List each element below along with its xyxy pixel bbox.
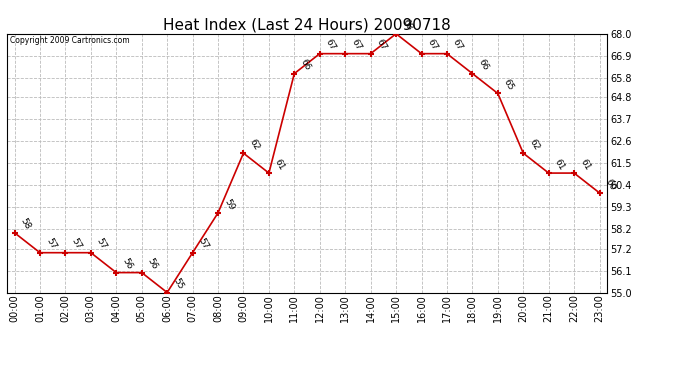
Text: 66: 66 <box>299 58 312 72</box>
Text: Copyright 2009 Cartronics.com: Copyright 2009 Cartronics.com <box>10 36 130 45</box>
Text: 68: 68 <box>400 18 414 32</box>
Text: 58: 58 <box>19 217 32 231</box>
Text: 57: 57 <box>44 237 58 251</box>
Text: 59: 59 <box>222 197 236 211</box>
Text: 67: 67 <box>451 38 464 52</box>
Text: 62: 62 <box>527 137 541 152</box>
Text: 67: 67 <box>375 38 388 52</box>
Text: 67: 67 <box>324 38 337 52</box>
Text: 62: 62 <box>248 137 261 152</box>
Text: 66: 66 <box>477 58 490 72</box>
Text: 57: 57 <box>95 237 108 251</box>
Text: 60: 60 <box>604 177 618 192</box>
Text: 57: 57 <box>197 237 210 251</box>
Text: 56: 56 <box>121 257 134 271</box>
Text: 65: 65 <box>502 78 515 92</box>
Text: 61: 61 <box>273 157 286 172</box>
Text: 61: 61 <box>578 157 592 172</box>
Text: 55: 55 <box>171 277 185 291</box>
Text: 57: 57 <box>70 237 83 251</box>
Text: 67: 67 <box>349 38 363 52</box>
Text: 56: 56 <box>146 257 159 271</box>
Title: Heat Index (Last 24 Hours) 20090718: Heat Index (Last 24 Hours) 20090718 <box>163 18 451 33</box>
Text: 67: 67 <box>426 38 440 52</box>
Text: 61: 61 <box>553 157 566 172</box>
